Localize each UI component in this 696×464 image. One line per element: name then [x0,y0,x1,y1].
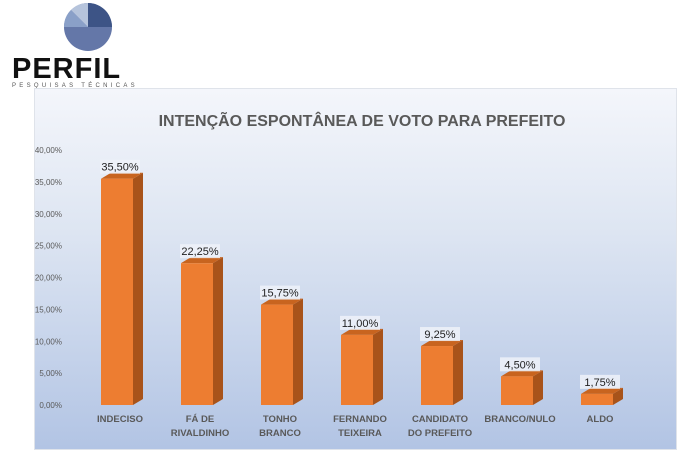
data-label: 15,75% [261,288,299,300]
data-label-bg [260,285,300,300]
bar-top [341,328,383,335]
data-label-bg [420,327,460,342]
data-label: 4,50% [504,359,535,371]
y-tick-label: 10,00% [35,337,62,346]
data-label: 22,25% [181,246,219,258]
bar-top [101,172,143,179]
bar-side [613,387,623,405]
x-tick-label: BRANCO/NULO [484,414,555,425]
x-tick-label: FÁ DE [186,414,215,425]
data-label-bg [500,357,540,372]
bar [581,393,613,405]
chart-title: INTENÇÃO ESPONTÂNEA DE VOTO PARA PREFEIT… [159,110,566,130]
x-tick-label: RIVALDINHO [171,428,229,439]
bar-top [501,370,543,377]
y-tick-label: 5,00% [39,369,62,378]
data-label-bg [340,315,380,330]
data-label: 1,75% [584,377,615,389]
data-label: 9,25% [424,329,455,341]
data-label: 11,00% [342,318,379,330]
bar-side [293,298,303,405]
bar [501,376,533,405]
y-tick-label: 25,00% [35,242,62,251]
bar-side [373,328,383,405]
bar-side [453,340,463,405]
x-tick-label: CANDIDATO [412,414,468,425]
bar-side [213,257,223,405]
y-tick-label: 30,00% [35,210,62,219]
bar-top [421,340,463,347]
svg-text:PERFIL: PERFIL [12,53,121,85]
y-tick-label: 20,00% [35,274,62,283]
y-tick-label: 0,00% [39,401,62,410]
bar [341,334,373,405]
y-tick-label: 40,00% [35,146,62,155]
data-label-bg [180,244,220,259]
svg-text:PESQUISAS TÉCNICAS: PESQUISAS TÉCNICAS [12,82,138,89]
y-tick-label: 15,00% [35,305,62,314]
bar [261,304,293,405]
bar [181,263,213,405]
bar-side [133,172,143,405]
x-tick-label: INDECISO [97,414,143,425]
bar [101,178,133,405]
data-label-bg [100,159,140,174]
bar-top [581,387,623,394]
data-label-bg [580,374,620,389]
x-tick-label: FERNANDO [333,414,387,425]
bar-top [181,257,223,264]
x-tick-label: DO PREFEITO [408,428,472,439]
x-tick-label: BRANCO [259,428,301,439]
x-tick-label: TEIXEIRA [338,428,382,439]
data-label: 35,50% [101,162,139,174]
x-tick-label: ALDO [587,414,614,425]
bar [421,346,453,405]
bar-side [533,370,543,405]
y-tick-label: 35,00% [35,178,62,187]
bar-top [261,298,303,305]
x-tick-label: TONHO [263,414,297,425]
perfil-logo: PERFIL PESQUISAS TÉCNICAS [12,2,138,89]
